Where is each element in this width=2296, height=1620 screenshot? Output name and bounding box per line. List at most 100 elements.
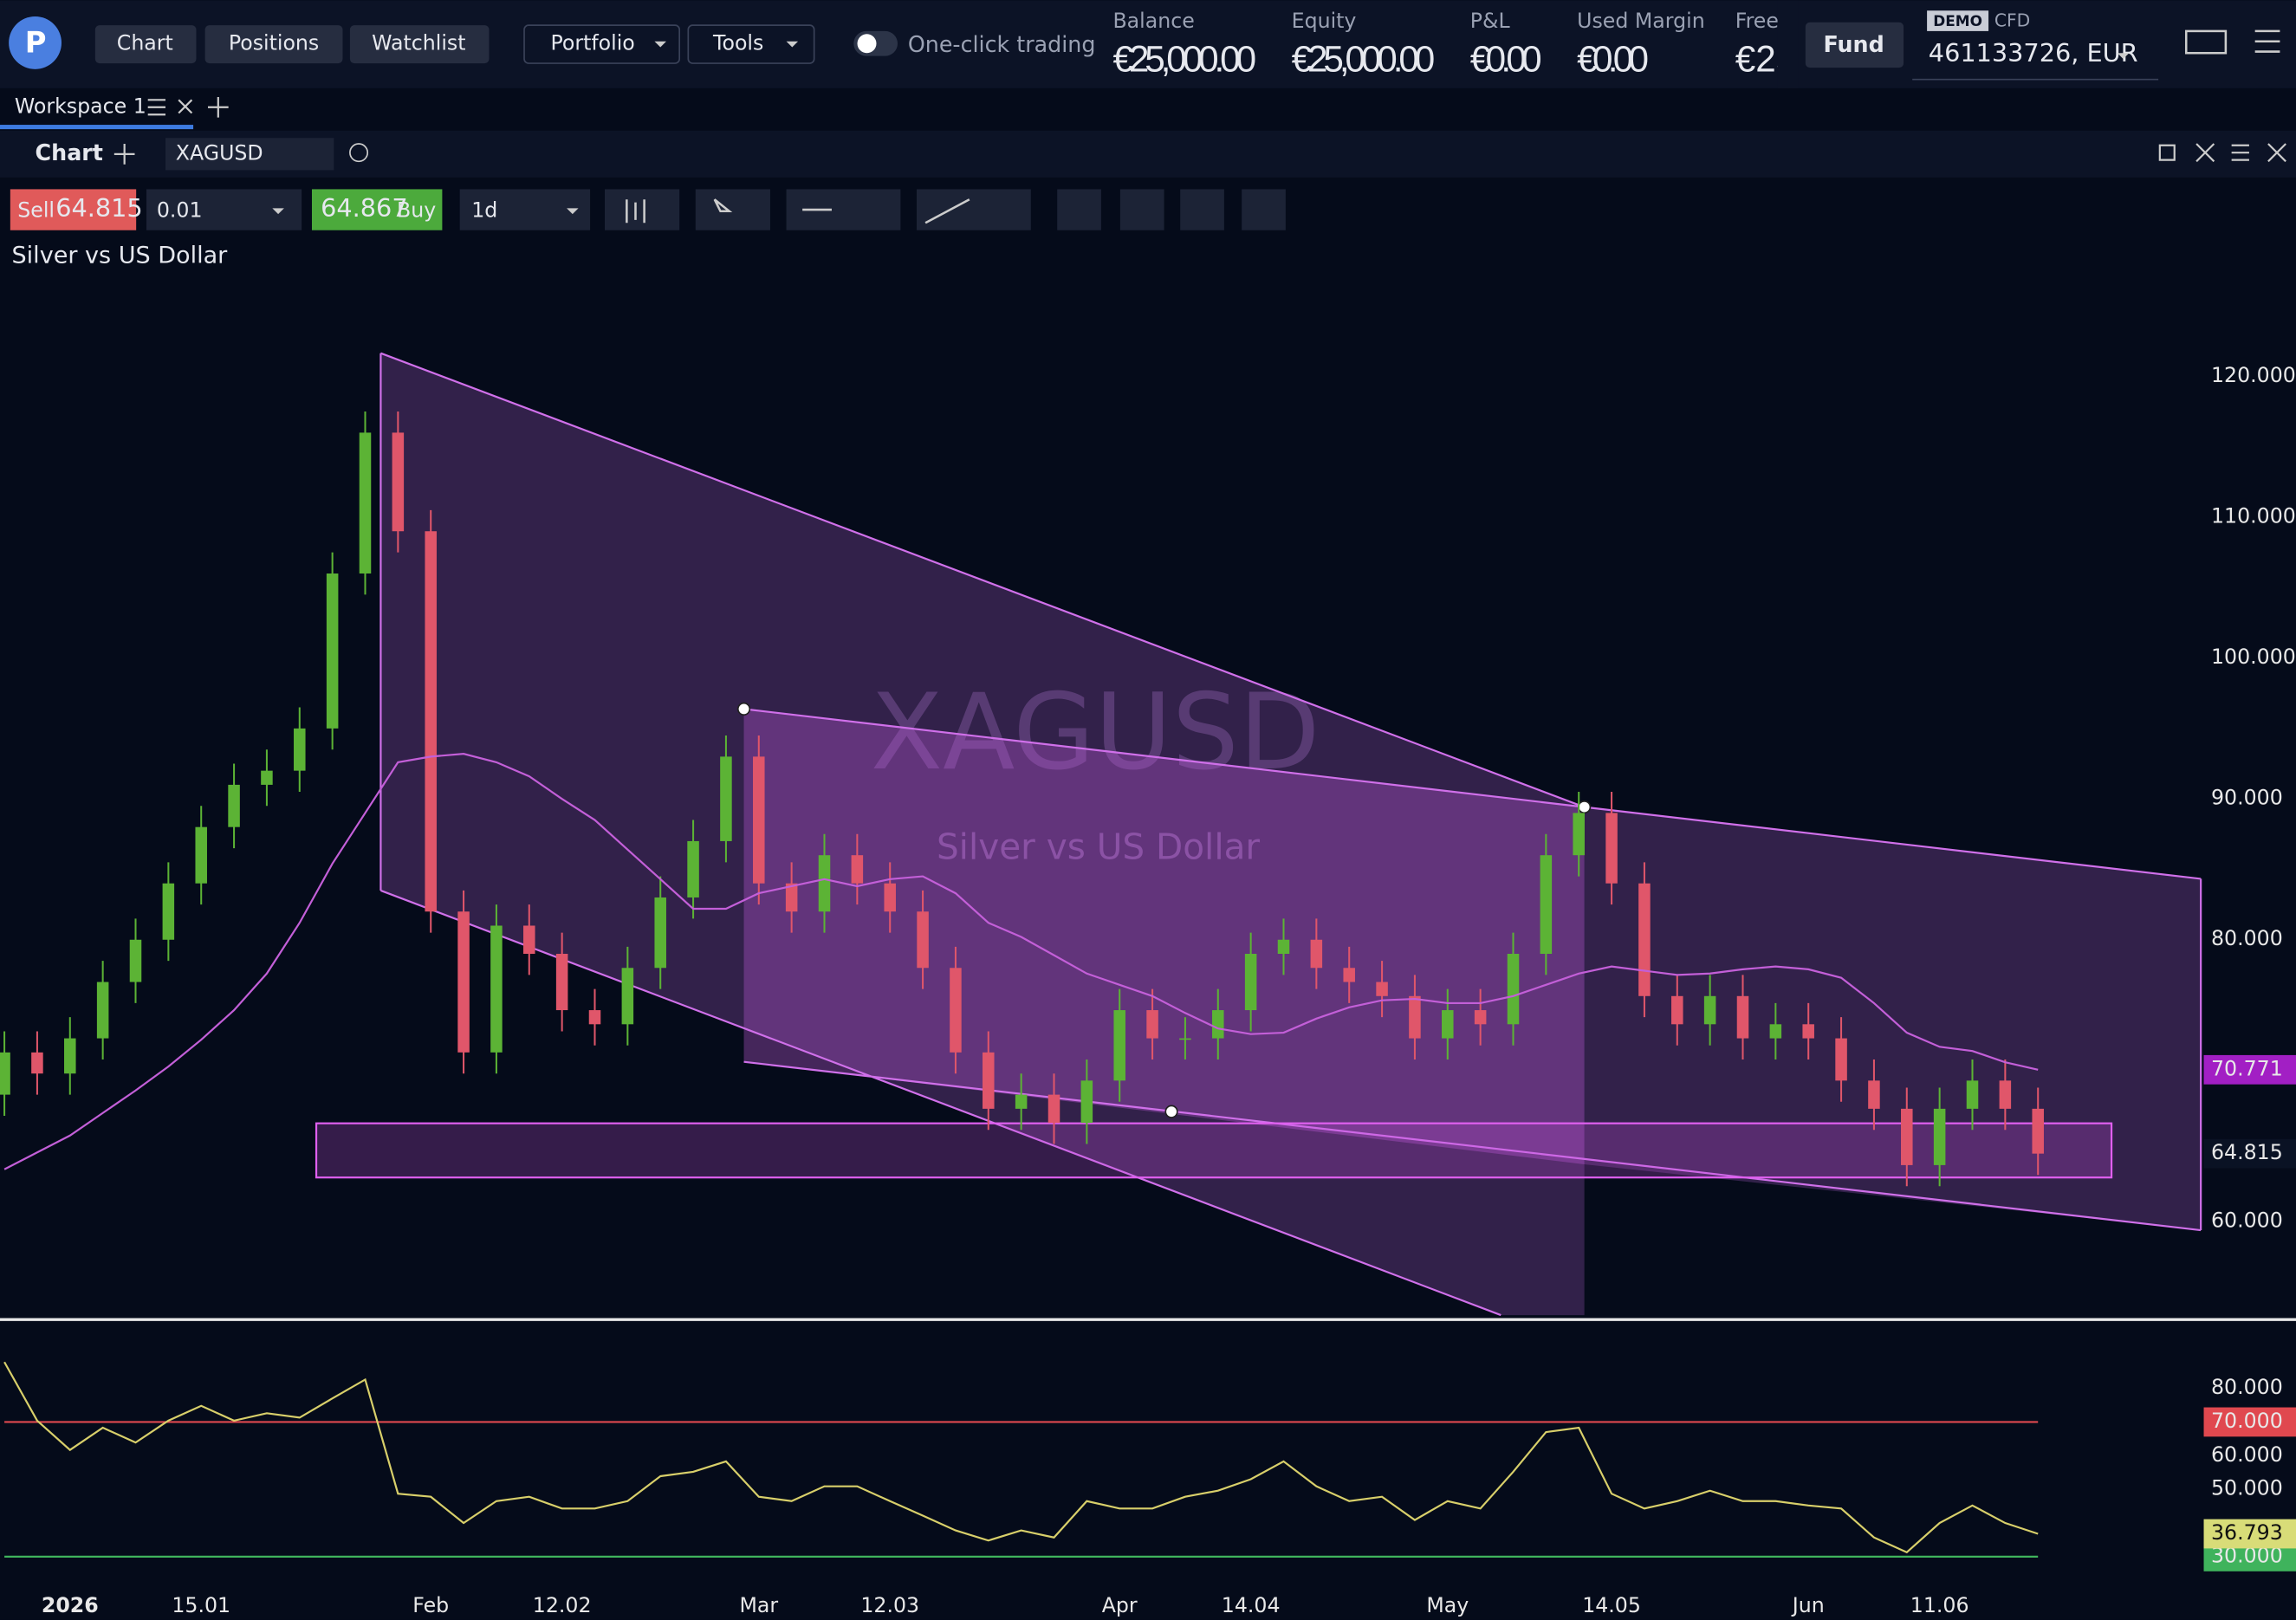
candle-body xyxy=(261,770,273,785)
sell-button[interactable] xyxy=(10,189,137,230)
level-label: 70.000 xyxy=(2211,1409,2283,1433)
fund-button[interactable] xyxy=(1805,22,1904,68)
toggle-knob xyxy=(857,34,877,54)
candle-body xyxy=(753,756,765,884)
menu-button[interactable] xyxy=(523,24,681,64)
toolbar: Sell 64.815 0.01 64.867 Buy 1d xyxy=(10,189,1286,230)
candle-body xyxy=(588,1010,601,1025)
stat-value: €25,000.00 xyxy=(1112,39,1256,80)
tool-button[interactable] xyxy=(1242,189,1286,230)
nav-button[interactable] xyxy=(349,25,490,64)
panel-bar xyxy=(0,130,2296,178)
sell-price: 64.815 xyxy=(55,193,143,223)
anchor[interactable] xyxy=(1164,1105,1178,1118)
account-id[interactable]: 461133726, EUR xyxy=(1929,38,2138,68)
candle-body xyxy=(1638,883,1651,996)
y-tick-label: 90.000 xyxy=(2211,786,2283,810)
x-tick-label: 14.05 xyxy=(1582,1593,1641,1617)
candle-body xyxy=(359,432,372,574)
candle-body xyxy=(31,1052,43,1074)
menu-label: Portfolio xyxy=(550,31,634,55)
candle-body xyxy=(1703,995,1716,1025)
candle-body xyxy=(785,883,798,912)
candle-body xyxy=(1113,1010,1125,1081)
candle-body xyxy=(1376,982,1388,996)
symbol-input[interactable] xyxy=(165,138,334,171)
x-tick-label: Jun xyxy=(1791,1593,1825,1617)
nav-label: Chart xyxy=(117,31,173,55)
candle-body xyxy=(1540,855,1553,955)
y-tick-label: 120.000 xyxy=(2211,363,2296,387)
candle-body xyxy=(1015,1094,1028,1109)
candle-body xyxy=(555,954,568,1011)
candle-body xyxy=(195,826,207,884)
caret xyxy=(567,208,579,215)
tab-icons[interactable] xyxy=(147,96,229,118)
candle-body xyxy=(0,1052,10,1095)
candle-body xyxy=(1933,1108,1946,1165)
chart-title: Silver vs US Dollar xyxy=(12,243,229,269)
toggle-label: One-click trading xyxy=(908,31,1096,57)
x-tick-label: Mar xyxy=(739,1593,778,1617)
candle-body xyxy=(490,925,503,1053)
candle-body xyxy=(884,883,896,912)
x-tick-label: May xyxy=(1426,1593,1469,1617)
logo[interactable] xyxy=(9,16,62,69)
tool-button[interactable] xyxy=(695,189,770,230)
anchor[interactable] xyxy=(1578,800,1592,814)
tool-icons xyxy=(626,198,970,224)
cfd-label: CFD xyxy=(1994,10,2030,30)
nav-button[interactable] xyxy=(94,25,197,64)
layout-icon[interactable] xyxy=(2184,29,2228,55)
nav-label: Positions xyxy=(229,31,319,55)
candle-body xyxy=(1835,1038,1847,1081)
tool-button[interactable] xyxy=(1180,189,1224,230)
panel-icons[interactable] xyxy=(2158,143,2286,163)
price-marker-label: 70.771 xyxy=(2211,1056,2283,1080)
buy-button[interactable] xyxy=(311,189,443,230)
anchor[interactable] xyxy=(736,702,751,716)
buy-label: Buy xyxy=(397,198,436,222)
tool-button[interactable] xyxy=(1119,189,1164,230)
zone xyxy=(315,1122,2113,1179)
channel-area xyxy=(380,353,1585,1316)
y-tick-label: 60.000 xyxy=(2211,1208,2283,1232)
candle-body xyxy=(392,432,405,532)
nav-button[interactable] xyxy=(204,25,343,64)
x-tick-label: 14.04 xyxy=(1222,1593,1281,1617)
menu-icon[interactable] xyxy=(2254,29,2280,53)
y-tick-label: 80.000 xyxy=(2211,1375,2283,1399)
candle-body xyxy=(64,1038,76,1074)
candle-body xyxy=(1409,995,1421,1039)
tool-button[interactable] xyxy=(916,189,1031,230)
candle-body xyxy=(294,728,306,771)
nav: Chart Positions Watchlist Portfolio Tool… xyxy=(94,24,1096,64)
candle-body xyxy=(1212,1010,1224,1039)
stat-label: Equity xyxy=(1292,9,1357,33)
y-tick-label: 50.000 xyxy=(2211,1476,2283,1500)
x-tick-label: 15.01 xyxy=(172,1593,230,1617)
stat-label: Used Margin xyxy=(1577,9,1705,33)
price-marker xyxy=(2203,1138,2296,1169)
candle-body xyxy=(1802,1024,1814,1039)
tool-button[interactable] xyxy=(604,189,680,230)
workspace-tab[interactable]: Workspace 1 xyxy=(15,94,146,118)
add-icon[interactable] xyxy=(114,144,135,165)
candle-body xyxy=(621,968,634,1025)
info-icon[interactable] xyxy=(349,143,369,163)
tool-button[interactable] xyxy=(1057,189,1101,230)
stat-value: €0.00 xyxy=(1577,39,1649,80)
menu-button[interactable] xyxy=(687,24,815,64)
candle-body xyxy=(1474,1010,1487,1025)
stat-label: Free xyxy=(1735,9,1779,33)
fade xyxy=(1777,0,1799,88)
x-tick-label: 11.06 xyxy=(1910,1593,1969,1617)
candle-body xyxy=(1146,1010,1158,1039)
tab-indicator xyxy=(0,125,194,130)
x-tick-label: 12.02 xyxy=(533,1593,592,1617)
candle-body xyxy=(654,897,666,969)
candle-body xyxy=(1343,968,1355,982)
